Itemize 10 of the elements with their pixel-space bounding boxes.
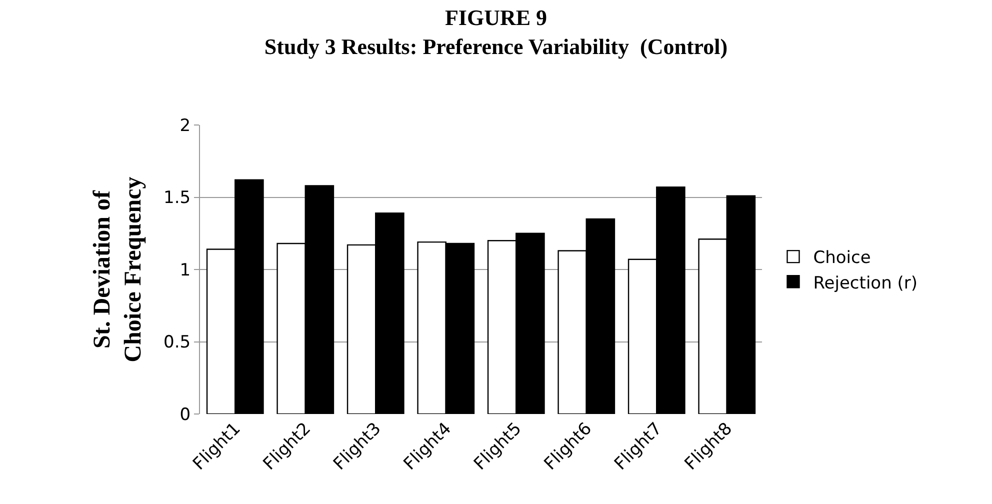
- y-tick-label: 2: [180, 116, 191, 136]
- y-tick-label: 1.5: [164, 188, 191, 208]
- chart-subtitle: Study 3 Results: Preference Variability (Control): [264, 34, 728, 59]
- y-tick-label: 1: [180, 260, 191, 280]
- legend-label: Choice: [813, 248, 871, 268]
- y-axis-title: St. Deviation of Choice Frequency: [89, 176, 147, 362]
- y-tick-label: 0: [180, 404, 191, 425]
- y-tick-label: 0.5: [164, 332, 191, 353]
- chart-title: FIGURE 9: [444, 5, 548, 30]
- legend-label: Rejection (r): [813, 273, 918, 294]
